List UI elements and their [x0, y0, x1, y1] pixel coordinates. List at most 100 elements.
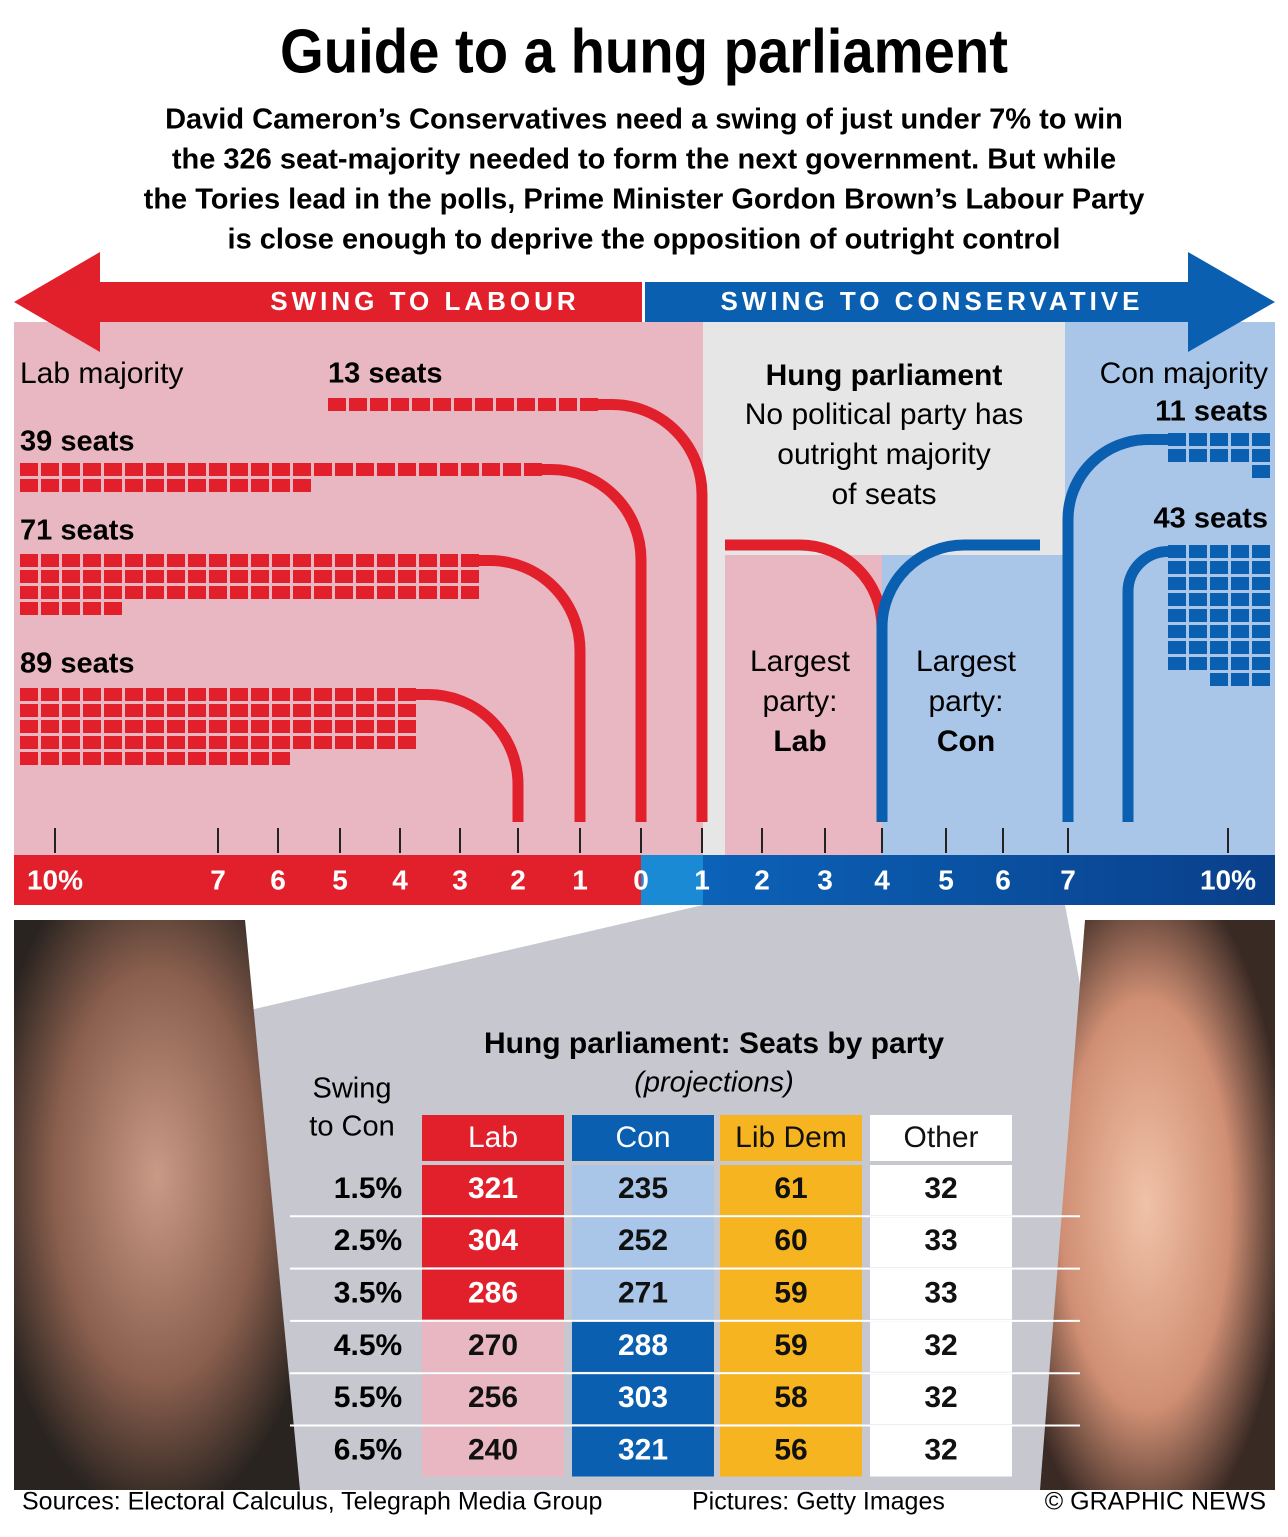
column-header: Other	[903, 1121, 978, 1154]
seat	[1168, 577, 1186, 590]
table-title: Hung parliament: Seats by party	[484, 1027, 944, 1060]
tick-label: 10%	[27, 864, 83, 895]
seat	[167, 720, 185, 733]
cell-value: 32	[924, 1329, 957, 1362]
seat	[1231, 625, 1249, 638]
seat	[1168, 561, 1186, 574]
seat	[20, 570, 38, 583]
seat	[1252, 449, 1270, 462]
seat	[496, 398, 514, 411]
seat	[1168, 433, 1186, 446]
seat	[230, 736, 248, 749]
seat	[335, 720, 353, 733]
seat	[314, 463, 332, 476]
con-arrow	[645, 252, 1275, 352]
seat	[1189, 449, 1207, 462]
seat	[335, 704, 353, 717]
seat	[20, 736, 38, 749]
seat	[398, 688, 416, 701]
seat	[1231, 433, 1249, 446]
subtitle-line: the Tories lead in the polls, Prime Mini…	[144, 184, 1145, 216]
seat	[1189, 657, 1207, 670]
largest-con-panel	[882, 555, 1065, 855]
seat	[356, 554, 374, 567]
cell-value: 321	[618, 1433, 668, 1466]
seat	[517, 398, 535, 411]
title: Guide to a hung parliament	[280, 17, 1008, 86]
seat	[62, 704, 80, 717]
column-header: Con	[615, 1121, 670, 1154]
seat	[104, 586, 122, 599]
seat	[41, 463, 59, 476]
seat	[293, 463, 311, 476]
seat	[1168, 545, 1186, 558]
seat	[41, 554, 59, 567]
cell-bg	[422, 1321, 564, 1372]
seat	[188, 704, 206, 717]
seat	[314, 554, 332, 567]
seat	[125, 752, 143, 765]
seat	[20, 463, 38, 476]
seat	[230, 479, 248, 492]
seat	[104, 570, 122, 583]
seat	[1168, 657, 1186, 670]
seat	[419, 586, 437, 599]
seat	[230, 570, 248, 583]
seat	[83, 688, 101, 701]
cell-bg	[720, 1374, 862, 1425]
column-header: Lab	[468, 1121, 518, 1154]
seat	[461, 570, 479, 583]
seat	[83, 602, 101, 615]
seat	[412, 398, 430, 411]
seat	[251, 554, 269, 567]
seat	[335, 554, 353, 567]
seats-label: 43 seats	[1154, 503, 1269, 535]
cell-bg	[572, 1321, 714, 1372]
seat	[1189, 577, 1207, 590]
seat	[1168, 449, 1186, 462]
seat	[83, 720, 101, 733]
seat	[251, 752, 269, 765]
seat	[146, 704, 164, 717]
swing-label: 1.5%	[334, 1172, 402, 1205]
tick-label: 4	[392, 864, 408, 895]
seat	[377, 463, 395, 476]
seat	[398, 736, 416, 749]
seat	[125, 704, 143, 717]
cell-bg	[572, 1165, 714, 1215]
cell-bg	[422, 1269, 564, 1320]
seat	[440, 554, 458, 567]
seat	[1231, 577, 1249, 590]
seat-curve	[1122, 546, 1171, 822]
column-header-bg	[720, 1115, 862, 1161]
seat	[104, 463, 122, 476]
seat	[188, 752, 206, 765]
tick-label: 6	[270, 864, 286, 895]
seat	[230, 463, 248, 476]
seat	[209, 463, 227, 476]
tick-label: 5	[332, 864, 348, 895]
seat	[398, 554, 416, 567]
seat	[377, 586, 395, 599]
seat	[62, 586, 80, 599]
seat	[146, 736, 164, 749]
cell-value: 271	[618, 1277, 668, 1310]
arrow-label: SWING TO CONSERVATIVE	[720, 286, 1143, 316]
seat	[293, 554, 311, 567]
hung-text: of seats	[831, 478, 936, 511]
axis-con	[703, 855, 1275, 905]
seat	[209, 554, 227, 567]
seat	[146, 720, 164, 733]
seat	[83, 586, 101, 599]
seat	[1252, 433, 1270, 446]
seats-label: 89 seats	[20, 648, 135, 680]
table-subtitle: (projections)	[634, 1067, 794, 1099]
seats-label: 39 seats	[20, 426, 135, 458]
tick-label: 7	[210, 864, 226, 895]
footer-pictures: Pictures: Getty Images	[692, 1488, 945, 1516]
subtitle-line: is close enough to deprive the oppositio…	[228, 224, 1061, 256]
seat	[356, 688, 374, 701]
cell-bg	[572, 1426, 714, 1477]
seat	[1252, 609, 1270, 622]
cell-bg	[870, 1165, 1012, 1215]
